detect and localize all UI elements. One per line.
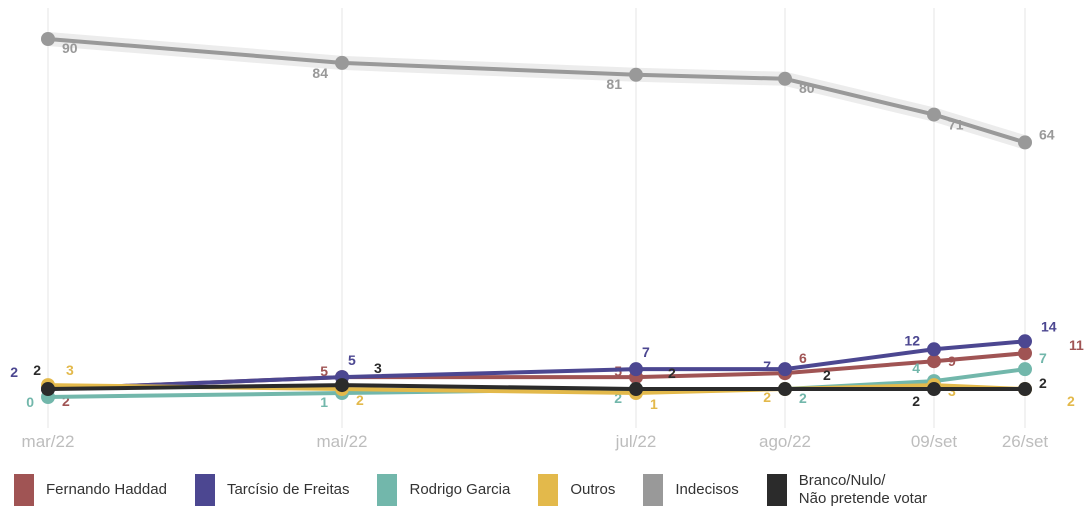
data-point — [778, 362, 792, 377]
legend-swatch-outros — [538, 474, 559, 506]
data-label: 90 — [62, 40, 78, 56]
data-point — [1018, 334, 1032, 349]
x-tick-label: mai/22 — [316, 432, 367, 451]
data-label: 4 — [912, 360, 920, 376]
legend-item-indecisos: Indecisos — [643, 474, 739, 506]
data-label: 64 — [1039, 126, 1055, 142]
line-chart: mar/22 mai/22 jul/22 ago/22 09/set 26/set9084… — [10, 8, 1084, 451]
x-tick-label: mar/22 — [22, 432, 75, 451]
data-label: 7 — [763, 358, 771, 374]
data-point — [778, 71, 792, 86]
legend-swatch-tarcisio — [194, 474, 215, 506]
data-point — [629, 382, 643, 397]
data-label: 2 — [10, 364, 18, 380]
data-label: 3 — [374, 360, 382, 376]
data-label: 84 — [312, 65, 328, 81]
legend-label-outros: Outros — [570, 481, 616, 498]
data-label: 2 — [614, 390, 622, 406]
data-label: 5 — [348, 352, 356, 368]
legend-swatch-branco-nulo — [766, 474, 787, 506]
legend-label-branco-nulo-line2: Não pretende votar — [798, 490, 928, 507]
data-label: 2 — [668, 365, 676, 381]
data-label: 12 — [904, 332, 920, 348]
data-point — [927, 342, 941, 357]
data-point — [629, 362, 643, 377]
legend-label-branco-nulo-line1: Branco/Nulo/ — [798, 472, 886, 489]
data-point — [1018, 346, 1032, 361]
legend-item-rodrigo: Rodrigo Garcia — [377, 474, 510, 506]
data-point — [335, 55, 349, 70]
data-point — [778, 382, 792, 397]
series-line — [46, 37, 1027, 145]
data-label: 14 — [1041, 318, 1057, 334]
data-label: 7 — [642, 344, 650, 360]
data-point — [41, 32, 55, 46]
legend-label-tarcisio: Tarcísio de Freitas — [226, 481, 350, 498]
legend-swatch-haddad — [14, 474, 34, 506]
legend-item-haddad: Fernando Haddad — [14, 474, 167, 506]
data-point — [927, 354, 941, 369]
legend-label-haddad: Fernando Haddad — [46, 481, 167, 498]
data-point — [1018, 362, 1032, 377]
data-label: 6 — [799, 350, 807, 366]
series-indecisos: 90 84 81 80 71 64 — [41, 32, 1055, 150]
legend-swatch-indecisos — [643, 474, 664, 506]
data-point — [1018, 382, 1032, 397]
data-point — [927, 107, 941, 122]
x-tick-label: 26/set — [1002, 432, 1049, 451]
legend-label-branco-nulo: Branco/Nulo/ Não pretende votar — [799, 472, 927, 508]
data-point — [41, 382, 55, 397]
x-tick-label: ago/22 — [759, 432, 811, 451]
data-label: 2 — [62, 393, 70, 409]
data-label: 80 — [799, 80, 815, 96]
data-label: 3 — [948, 383, 956, 399]
data-label: 81 — [606, 76, 622, 92]
data-label: 2 — [823, 367, 831, 383]
series-line — [46, 383, 1027, 392]
legend: Fernando Haddad Tarcísio de Freitas Rodr… — [14, 472, 955, 508]
data-label: 1 — [650, 396, 658, 412]
data-label: 3 — [66, 362, 74, 378]
series-rodrigo-garcia: 0 1 2 247 — [26, 350, 1047, 410]
data-label: 2 — [763, 389, 771, 405]
data-label: 9 — [948, 353, 956, 369]
data-label: 2 — [1067, 393, 1075, 409]
data-label: 2 — [356, 392, 364, 408]
data-point — [927, 382, 941, 397]
data-label: 7 — [1039, 350, 1047, 366]
confidence-band — [41, 32, 1032, 150]
data-label: 2 — [799, 390, 807, 406]
x-tick-label: 09/set — [911, 432, 958, 451]
data-label: 5 — [320, 363, 328, 379]
legend-item-outros: Outros — [538, 474, 615, 506]
data-label: 11 — [1069, 337, 1084, 353]
legend-label-rodrigo: Rodrigo Garcia — [409, 481, 511, 498]
series-branco-nulo-nao-pretende-votar: 2 3 2 222 — [33, 360, 1047, 409]
data-label: 2 — [1039, 375, 1047, 391]
legend-item-branco-nulo: Branco/Nulo/ Não pretende votar — [766, 472, 927, 508]
legend-label-indecisos: Indecisos — [675, 481, 739, 498]
data-label: 1 — [320, 394, 328, 410]
data-label: 2 — [912, 393, 920, 409]
data-point — [629, 67, 643, 82]
data-label: 0 — [26, 394, 34, 410]
data-point — [1018, 135, 1032, 150]
series-line — [46, 339, 1027, 392]
data-label: 71 — [948, 117, 964, 133]
data-point — [335, 378, 349, 393]
x-tick-label: jul/22 — [615, 432, 657, 451]
data-label: 2 — [33, 362, 41, 378]
legend-item-tarcisio: Tarcísio de Freitas — [194, 474, 350, 506]
legend-swatch-rodrigo — [377, 474, 398, 506]
